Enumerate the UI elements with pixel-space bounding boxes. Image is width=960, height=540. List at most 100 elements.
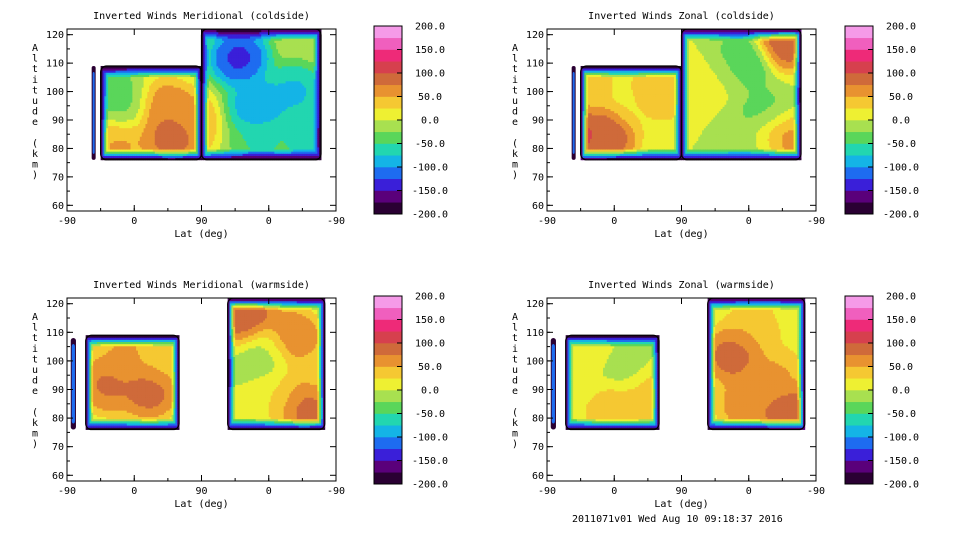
cell [188, 144, 191, 148]
cell [238, 110, 242, 114]
cell [240, 53, 243, 56]
cell [108, 138, 111, 142]
cell [180, 121, 184, 124]
cell [212, 44, 215, 48]
cell [104, 85, 107, 88]
cell [100, 85, 103, 88]
cell [126, 127, 130, 131]
cell [218, 157, 221, 161]
cell [180, 91, 184, 95]
cell [175, 91, 178, 95]
cell [233, 68, 236, 71]
cell [180, 134, 184, 137]
cell [257, 76, 260, 80]
cell [272, 55, 275, 58]
cell [246, 119, 249, 122]
cell [278, 144, 281, 148]
cell [229, 89, 232, 92]
cell [208, 78, 212, 82]
cell [149, 142, 152, 146]
cell [218, 53, 221, 56]
cell [263, 112, 266, 116]
cell [182, 115, 186, 118]
cell [216, 140, 219, 144]
cell [223, 100, 227, 103]
cell [188, 89, 191, 92]
cell [225, 93, 229, 97]
cell [242, 29, 245, 33]
cell [276, 83, 279, 86]
cell [276, 119, 279, 122]
cell [255, 97, 258, 101]
cell [218, 142, 221, 146]
cell [134, 76, 137, 80]
cell [255, 46, 258, 50]
cell [108, 100, 111, 103]
cell [149, 144, 152, 148]
cell [205, 153, 208, 156]
cell [233, 129, 236, 133]
cell [154, 134, 158, 137]
cell [197, 125, 201, 129]
cell [227, 40, 230, 43]
cell [270, 121, 273, 124]
cell [151, 149, 154, 152]
cell [194, 112, 197, 116]
cell [145, 134, 148, 137]
cell [259, 136, 262, 139]
cell [218, 119, 221, 122]
cell [274, 63, 277, 67]
cell [121, 89, 124, 92]
cell [231, 125, 234, 129]
cell [268, 132, 272, 135]
cell [147, 129, 150, 133]
cell [261, 95, 264, 99]
cell [130, 76, 133, 80]
cell [166, 95, 169, 99]
cell [197, 127, 201, 131]
cell [274, 117, 277, 120]
cell [268, 134, 272, 137]
cell [179, 125, 182, 129]
cell [233, 121, 236, 124]
cell [192, 123, 195, 127]
cell [235, 138, 238, 142]
cell [154, 136, 158, 139]
cell [100, 132, 103, 135]
cell [253, 106, 257, 110]
cell [147, 155, 150, 159]
cell [139, 132, 143, 135]
cell [222, 80, 225, 84]
cell [248, 108, 251, 112]
cell [147, 112, 150, 116]
cell [104, 91, 107, 95]
cell [208, 104, 212, 107]
cell [117, 91, 120, 95]
cell [233, 38, 236, 41]
cell [248, 78, 251, 82]
cell [194, 89, 197, 92]
cell [194, 76, 197, 80]
cell [188, 102, 191, 105]
cell [235, 119, 238, 122]
cell [186, 153, 189, 156]
cell [173, 93, 176, 97]
cell [173, 136, 176, 139]
cell [216, 144, 219, 148]
cell [154, 121, 158, 124]
cell [208, 134, 212, 137]
cell [229, 53, 232, 56]
cell [235, 29, 238, 33]
cell [207, 68, 210, 71]
cell [115, 134, 118, 137]
cell [152, 153, 156, 156]
cell [164, 97, 167, 101]
cell [195, 119, 199, 122]
cell [184, 104, 187, 107]
cell [195, 142, 199, 146]
cell [141, 91, 144, 95]
cell [205, 149, 208, 152]
cell [244, 72, 247, 75]
cell [186, 147, 189, 150]
cell [265, 123, 268, 127]
